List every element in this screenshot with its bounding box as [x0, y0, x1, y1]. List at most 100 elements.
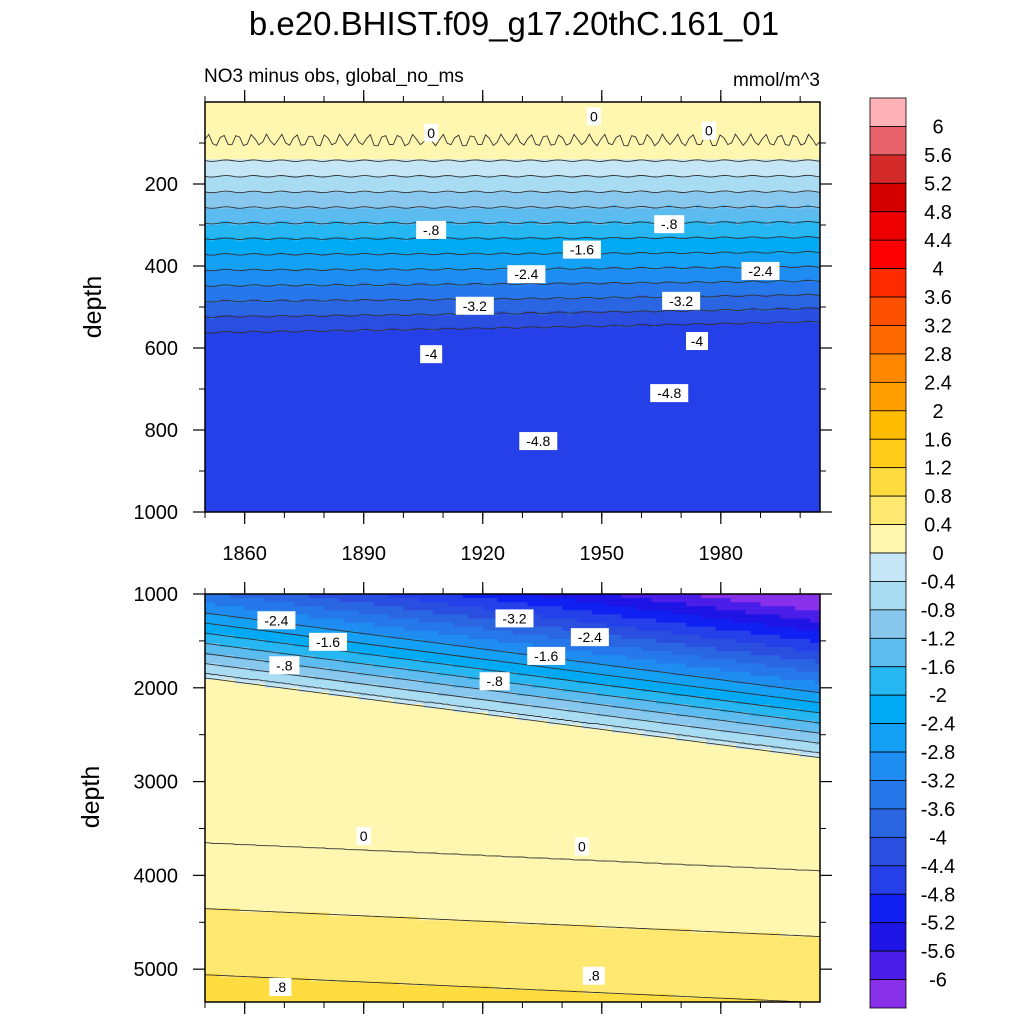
chart-title: b.e20.BHIST.f09_g17.20thC.161_01: [249, 5, 779, 42]
colorbar-swatch: [869, 325, 907, 355]
colorbar-swatch: [869, 353, 907, 383]
contour-line: [205, 221, 820, 225]
colorbar-swatch: [869, 154, 907, 184]
contour-label: 0: [424, 123, 439, 142]
upper-panel: 0 0 0 -.8 -.8 -1.6 -2.4 -2.4 -3.2 -3.2 -4 -4 -4.8 -4.…: [134, 90, 832, 565]
contour-line: [205, 307, 820, 319]
contour-line: [205, 642, 820, 724]
contour-label-text: 0: [705, 123, 713, 139]
contour-label-box: [662, 291, 701, 310]
plot-area: -2.4 -3.2 -1.6 -2.4 -1.6 -.8 -.8 0 0 .8 .8: [205, 594, 820, 1002]
colorbar-swatch: [869, 694, 907, 725]
colorbar-label: 3.2: [924, 316, 952, 338]
colorbar-label: -4.4: [921, 856, 955, 878]
colorbar-label: 6: [932, 116, 943, 138]
colorbar-label: -3.6: [921, 799, 955, 821]
colorbar-swatch: [869, 922, 907, 952]
contour-line: [205, 236, 820, 240]
contour-label: -1.6: [309, 632, 347, 651]
contour-line: [205, 663, 820, 744]
contour-line: [205, 174, 820, 178]
colorbar-label: -1.6: [921, 657, 955, 679]
contour-label: -.8: [654, 215, 685, 234]
colorbar-label: -4.8: [921, 884, 955, 906]
contour-label-text: .8: [275, 979, 287, 995]
contour-label-text: -4: [425, 346, 438, 362]
y-tick-label: 4000: [134, 865, 179, 887]
colorbar-swatch: [869, 268, 907, 298]
contour-label: 0: [356, 826, 371, 845]
colorbar-label: 4: [932, 259, 943, 281]
colorbar-swatch: [869, 979, 907, 1009]
contour-label: -3.2: [495, 609, 534, 628]
contour-label: -3.2: [662, 291, 701, 310]
y-tick-label: 800: [145, 420, 178, 442]
colorbar-label: 2.4: [924, 372, 952, 394]
y-tick-label: 2000: [134, 678, 179, 700]
contour-line: [205, 190, 820, 194]
units-label: mmol/m^3: [733, 70, 820, 91]
contour-label-text: -1.6: [570, 242, 594, 258]
contour-line: [205, 653, 820, 734]
contour-line: [205, 612, 820, 694]
contour-line: [205, 250, 820, 256]
colorbar-swatch: [869, 780, 907, 810]
contour-label: .8: [269, 977, 292, 996]
contour-label: -4: [420, 345, 443, 364]
colorbar-swatch: [869, 609, 907, 639]
contour-label-text: -4: [691, 333, 704, 349]
contour-label-box: [650, 384, 689, 403]
colorbar-swatch: [869, 524, 907, 554]
colorbar-label: 3.6: [924, 287, 952, 309]
contour-line: [205, 632, 820, 714]
colorbar-label: 5.6: [924, 145, 952, 167]
contour-line: [205, 320, 820, 334]
colorbar-label: -2: [929, 685, 947, 707]
contour-label-box: [586, 107, 601, 126]
contour-line: [205, 842, 820, 872]
contour-label-text: -2.4: [514, 266, 538, 282]
upper-y-axis-label: depth: [79, 276, 107, 339]
contour-label-box: [269, 977, 292, 996]
contour-label: 0: [701, 121, 716, 140]
contour-label: 0: [574, 837, 589, 856]
contour-label-text: 0: [360, 828, 368, 844]
contour-label-box: [582, 966, 605, 985]
colorbar-label: 4.8: [924, 202, 952, 224]
colorbar-swatch: [869, 182, 907, 213]
colorbar-label: 4.4: [924, 230, 952, 252]
contour-label-box: [519, 432, 558, 451]
contour-line: [205, 279, 820, 287]
colorbar-swatch: [869, 666, 907, 696]
colorbar-label: 5.2: [924, 173, 952, 195]
colorbar-label: -2.4: [921, 714, 955, 736]
contour-line: [205, 622, 820, 704]
contour-label-box: [562, 240, 601, 259]
y-tick-label: 200: [145, 174, 178, 196]
lower-panel: -2.4 -3.2 -1.6 -2.4 -1.6 -.8 -.8 0 0 .8 .8 1000 2000…: [134, 582, 832, 1014]
contour-label: -.8: [269, 656, 300, 675]
contour-label-box: [455, 296, 494, 315]
colorbar-swatch: [869, 552, 907, 582]
contour-label: -4: [686, 332, 708, 351]
contour-label-text: -2.4: [578, 629, 602, 645]
contour-label-box: [654, 215, 685, 234]
colorbar-swatch: [869, 836, 907, 867]
colorbar-label: -3.2: [921, 771, 955, 793]
colorbar-label: -5.2: [921, 913, 955, 935]
contour-label-box: [570, 628, 609, 647]
contour-label-text: 0: [578, 838, 586, 854]
plot-frame: [204, 593, 821, 1003]
colorbar-label: 1.2: [924, 458, 952, 480]
contour-label: -4.8: [650, 384, 689, 403]
contour-label-box: [741, 261, 780, 280]
contour-label-box: [309, 632, 347, 651]
contour-label-box: [424, 123, 439, 142]
contour-label-box: [574, 837, 589, 856]
contour-line: [205, 293, 820, 303]
contour-line: [205, 205, 820, 209]
contour-label: -2.4: [570, 628, 609, 647]
contour-label: -.8: [479, 672, 510, 691]
colorbar-swatch: [869, 950, 907, 980]
colorbar-swatch: [869, 97, 907, 127]
